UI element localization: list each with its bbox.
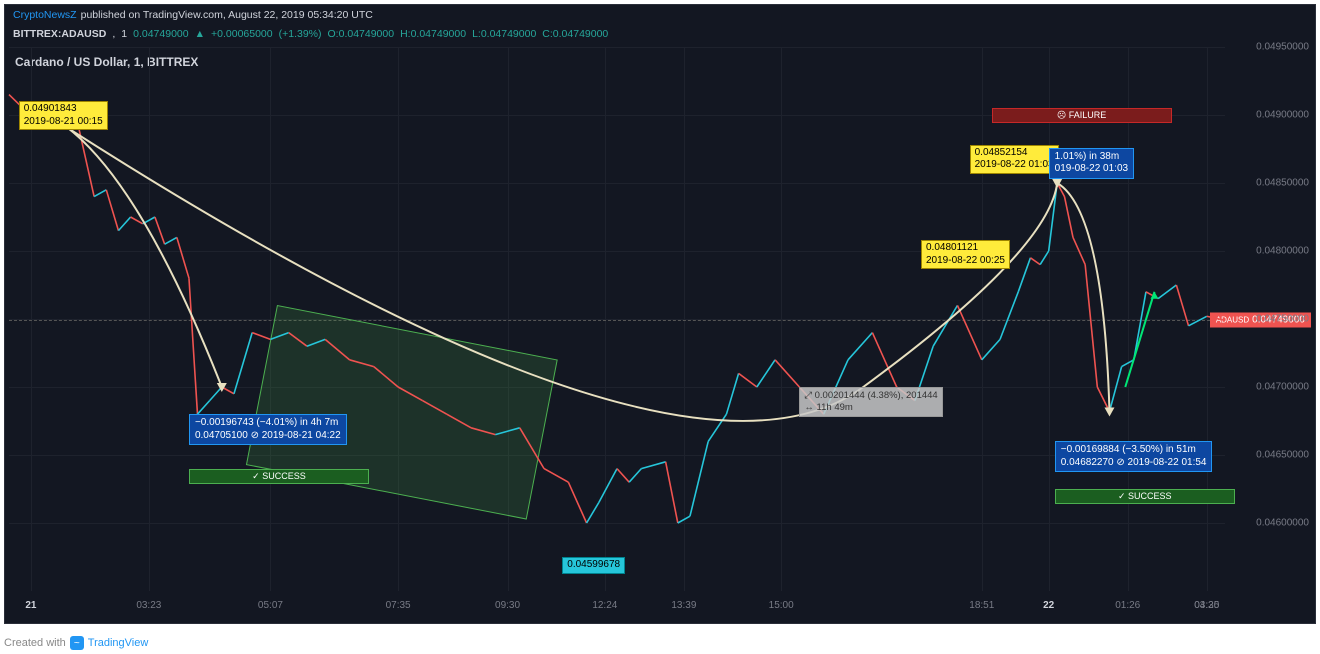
x-tick-label: 03:23 xyxy=(136,600,161,611)
x-tick-label: 21 xyxy=(25,600,36,611)
x-axis: 21 03:23 05:07 07:35 09:30 12:24 13:39 15:00 18:… xyxy=(9,593,1225,623)
last-price: 0.04749000 xyxy=(133,28,188,40)
up-arrow-icon: ▲ xyxy=(195,28,205,40)
symbol: BITTREX:ADAUSD xyxy=(13,28,106,40)
x-tick-label: 22 xyxy=(1043,600,1054,611)
x-tick-label: 07:35 xyxy=(386,600,411,611)
y-tick-label: 0.04850000 xyxy=(1256,178,1309,189)
price-label-2[interactable]: 0.048011212019-08-22 00:25 xyxy=(921,240,1010,269)
forecast-panel-1[interactable]: −0.00196743 (−4.01%) in 4h 7m0.04705100 … xyxy=(189,414,347,445)
publisher-bar: CryptoNewsZ published on TradingView.com… xyxy=(5,5,1315,25)
ohlc-l: L:0.04749000 xyxy=(472,28,536,40)
plot-area[interactable]: ADAUSD0.047490000.049018432019-08-21 00:… xyxy=(9,47,1225,591)
failure-badge[interactable]: ☹ FAILURE xyxy=(992,108,1172,123)
ohlc-o: O:0.04749000 xyxy=(328,28,395,40)
footer: Created with ~ TradingView xyxy=(4,636,148,650)
price-label-low[interactable]: 0.04599678 xyxy=(562,557,625,574)
ohlc-h: H:0.04749000 xyxy=(400,28,466,40)
y-tick-label: 0.04650000 xyxy=(1256,450,1309,461)
x-tick-label: 15:00 xyxy=(769,600,794,611)
brand-label: TradingView xyxy=(88,637,149,649)
publish-meta: published on TradingView.com, August 22,… xyxy=(81,9,373,21)
success-badge-1[interactable]: ✓ SUCCESS xyxy=(189,469,369,484)
forecast-panel-2[interactable]: −0.00169884 (−3.50%) in 51m0.04682270 ⊘ … xyxy=(1055,441,1213,472)
chart-container: CryptoNewsZ published on TradingView.com… xyxy=(4,4,1316,624)
created-with-label: Created with xyxy=(4,637,66,649)
change-pct: (+1.39%) xyxy=(279,28,322,40)
y-tick-label: 0.04750000 xyxy=(1256,314,1309,325)
interval: 1 xyxy=(121,28,127,40)
x-tick-label: 18:51 xyxy=(969,600,994,611)
x-tick-label: 13:39 xyxy=(671,600,696,611)
y-tick-label: 0.04900000 xyxy=(1256,110,1309,121)
price-label-3[interactable]: 0.048521542019-08-22 01:03 xyxy=(970,145,1059,174)
x-tick-label: 01:26 xyxy=(1115,600,1140,611)
forecast-panel-top[interactable]: 1.01%) in 38m019-08-22 01:03 xyxy=(1049,148,1134,179)
y-axis: 0.04600000 0.04650000 0.04700000 0.04750000… xyxy=(1229,47,1315,591)
change-abs: +0.00065000 xyxy=(211,28,273,40)
y-tick-label: 0.04600000 xyxy=(1256,518,1309,529)
ohlc-c: C:0.04749000 xyxy=(542,28,608,40)
publisher-name: CryptoNewsZ xyxy=(13,9,77,21)
tradingview-icon: ~ xyxy=(70,636,84,650)
x-tick-label: 12:24 xyxy=(592,600,617,611)
price-label-1[interactable]: 0.049018432019-08-21 00:15 xyxy=(19,101,108,130)
measure-tooltip[interactable]: ⤢ 0.00201444 (4.38%), 201444↔ 11h 49m xyxy=(799,387,942,417)
y-tick-label: 0.04950000 xyxy=(1256,42,1309,53)
symbol-bar: BITTREX:ADAUSD , 1 0.04749000 ▲ +0.00065… xyxy=(5,25,1315,43)
y-tick-label: 0.04800000 xyxy=(1256,246,1309,257)
y-tick-label: 0.04700000 xyxy=(1256,382,1309,393)
success-badge-2[interactable]: ✓ SUCCESS xyxy=(1055,489,1235,504)
x-tick-label: 09:30 xyxy=(495,600,520,611)
x-tick-label: 05:07 xyxy=(258,600,283,611)
